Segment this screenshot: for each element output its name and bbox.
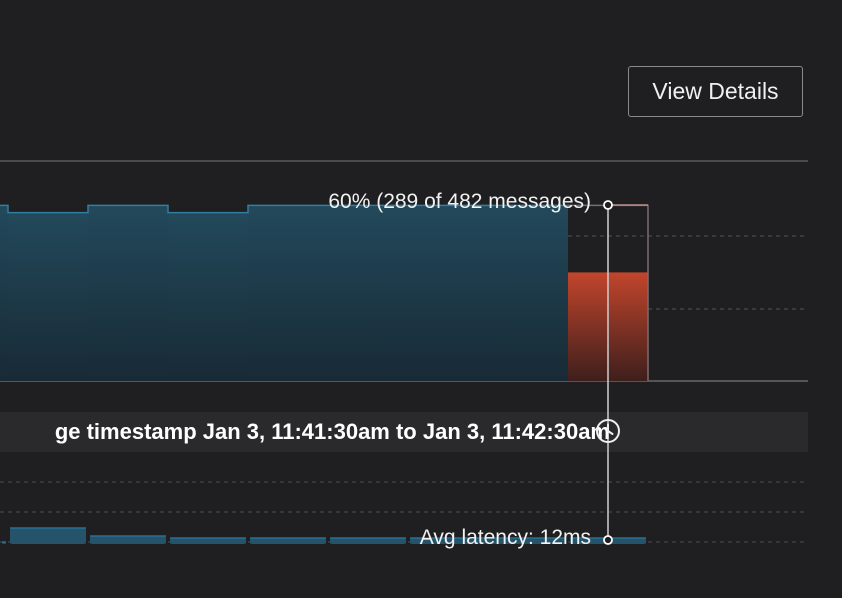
chart-bar	[408, 205, 568, 381]
chart-bar	[328, 205, 408, 381]
series-outline	[0, 204, 568, 214]
chart-bar	[88, 205, 168, 381]
percentage-marker	[603, 200, 613, 210]
chart-bar	[248, 205, 328, 381]
clock-icon	[596, 419, 620, 443]
chart-bar	[8, 212, 88, 381]
time-range-band	[0, 412, 808, 452]
latency-marker	[603, 535, 613, 545]
latency-bar	[10, 528, 86, 544]
chart-bar	[0, 205, 8, 381]
time-range-label: ge timestamp Jan 3, 11:41:30am to Jan 3,…	[54, 419, 610, 444]
chart-bar	[168, 212, 248, 381]
latency-bar	[410, 538, 566, 544]
view-details-button[interactable]: View Details	[628, 66, 803, 117]
latency-bar	[250, 538, 326, 544]
latency-bar	[170, 538, 246, 544]
percentage-tooltip-label: 60% (289 of 482 messages)	[328, 190, 591, 213]
latency-tooltip-label: Avg latency: 12ms	[419, 526, 591, 549]
latency-bar	[330, 538, 406, 544]
panel-divider	[0, 160, 808, 162]
latency-bar	[90, 536, 166, 544]
